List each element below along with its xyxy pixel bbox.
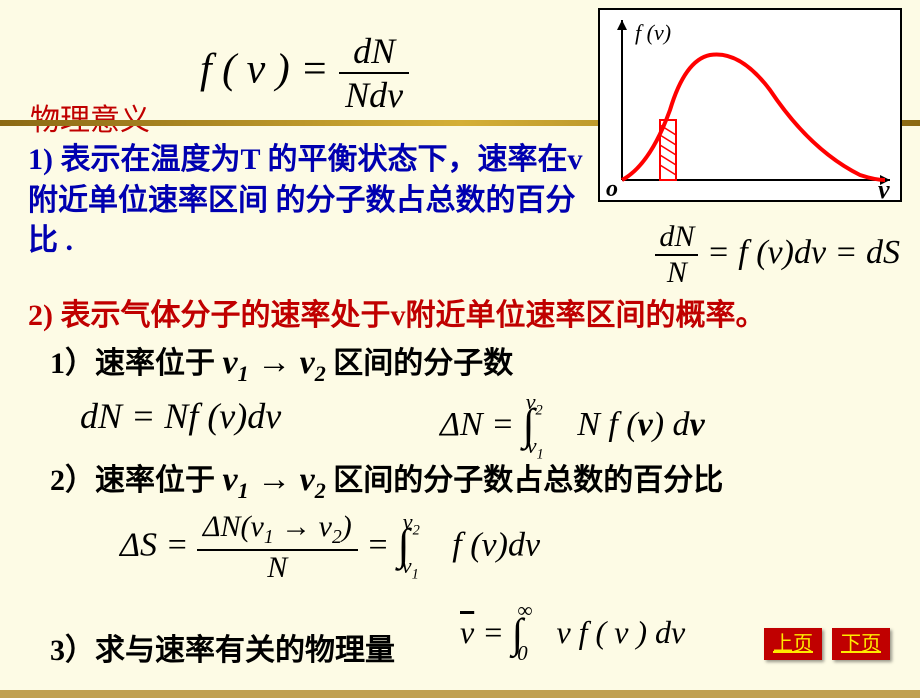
side-equation: dN N = f (v)dv = dS (655, 220, 900, 290)
meaning-paragraph-2: 2) 表示气体分子的速率处于v附近单位速率区间的概率。 (28, 290, 898, 334)
slide: { "main_equation": { "lhs": "f ( v ) =",… (0, 0, 920, 698)
item-1-label: 1）速率位于 v1 → v2 区间的分子数 (50, 338, 513, 387)
line4-pre: 2）速率位于 (50, 464, 215, 497)
next-page-button[interactable]: 下页 (832, 628, 890, 660)
physical-meaning-label: 物理意义 (30, 95, 150, 139)
graph-origin: o (606, 176, 618, 200)
deltaS-frac: ΔN(v1 → v2) N (197, 510, 358, 585)
side-eq-rhs: = f (v)dv = dS (707, 234, 900, 271)
distribution-graph: f (v) o v (598, 8, 902, 202)
deltaS-den: N (197, 551, 358, 585)
eq-fraction: dN Ndv (339, 30, 409, 116)
equation-delta-s: ΔS = ΔN(v1 → v2) N = ∫v1v2 f (v)dv (120, 510, 540, 585)
line3-post: 区间的分子数 (333, 347, 513, 380)
prev-page-button[interactable]: 上页 (764, 628, 822, 660)
item-2-label: 2）速率位于 v1 → v2 区间的分子数占总数的百分比 (50, 455, 723, 504)
nav-buttons: 上页 下页 (758, 628, 890, 660)
side-eq-frac: dN N (655, 220, 698, 290)
line4-post: 区间的分子数占总数的百分比 (333, 464, 723, 497)
item-3-label: 3）求与速率有关的物理量 (50, 625, 395, 669)
graph-xlabel: v (878, 175, 890, 200)
eq-lhs: f ( v ) = (200, 47, 329, 93)
deltaS-lhs: ΔS = (120, 526, 188, 563)
main-equation: f ( v ) = dN Ndv (200, 30, 409, 116)
graph-svg: f (v) o v (600, 10, 900, 200)
graph-ylabel: f (v) (635, 20, 671, 45)
eq-numerator: dN (339, 30, 409, 74)
side-eq-den: N (655, 256, 698, 290)
side-eq-num: dN (655, 220, 698, 256)
equation-delta-n: ΔN = ∫v1v2 N f (v) dv (440, 395, 705, 453)
eq-denominator: Ndv (339, 74, 409, 116)
equation-vbar: v = ∫0∞ v f ( v ) dv (460, 605, 685, 656)
line3-pre: 1）速率位于 (50, 347, 215, 380)
deltaS-num: ΔN(v1 → v2) (197, 510, 358, 551)
equation-dn: dN = Nf (v)dv (80, 395, 281, 437)
meaning-paragraph-1: 1) 表示在温度为T 的平衡状态下，速率在v 附近单位速率区间 的分子数占总数的… (28, 140, 588, 262)
